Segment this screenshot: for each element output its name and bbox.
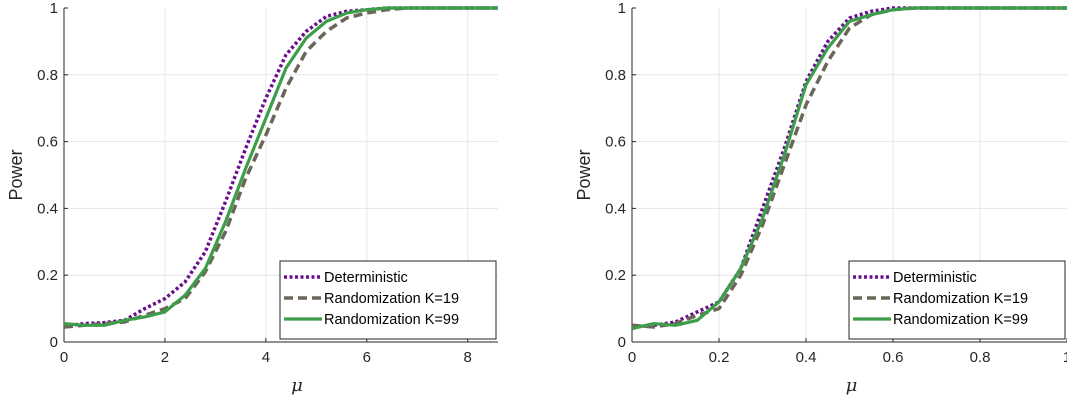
x-axis-label: μ bbox=[846, 375, 858, 396]
y-tick-label: 1 bbox=[618, 0, 626, 17]
x-tick-label: 6 bbox=[363, 349, 371, 366]
legend-entry-label: Randomization K=19 bbox=[893, 291, 1028, 307]
legend-entry-label: Randomization K=99 bbox=[324, 312, 459, 328]
y-tick-label: 0.4 bbox=[37, 200, 58, 217]
x-tick-label: 0 bbox=[628, 349, 636, 366]
right-power-plot: 0 0.2 0.4 0.6 0.8 1 0 0.2 0.4 0.6 0.8 1 μ Power Determ… bbox=[574, 0, 1067, 396]
y-tick-label: 0.8 bbox=[37, 67, 58, 84]
legend-entry-label: Randomization K=19 bbox=[324, 291, 459, 307]
left-power-plot: 0 2 4 6 8 0 0.2 0.4 0.6 0.8 1 μ Power Deterministic Ra… bbox=[6, 0, 498, 396]
x-tick-label: 0 bbox=[60, 349, 68, 366]
y-tick-label: 0 bbox=[618, 334, 626, 351]
y-tick-label: 0.4 bbox=[605, 200, 626, 217]
legend-box bbox=[848, 260, 1066, 340]
y-tick-label: 0 bbox=[50, 334, 58, 351]
x-axis-label: μ bbox=[291, 375, 303, 396]
x-tick-label: 2 bbox=[161, 349, 169, 366]
series-line-k99 bbox=[64, 6, 498, 327]
x-tick-label: 0.6 bbox=[883, 349, 904, 366]
x-tick-label: 0.8 bbox=[970, 349, 991, 366]
x-tick-label: 0.2 bbox=[709, 349, 730, 366]
y-axis-label: Power bbox=[574, 149, 594, 200]
legend-box bbox=[279, 260, 497, 340]
y-tick-label: 0.8 bbox=[605, 67, 626, 84]
y-tick-label: 1 bbox=[50, 0, 58, 17]
series-line-k99 bbox=[632, 6, 1067, 331]
x-tick-label: 1 bbox=[1063, 349, 1067, 366]
x-tick-label: 8 bbox=[464, 349, 472, 366]
x-tick-label: 0.4 bbox=[796, 349, 817, 366]
legend-entry-label: Randomization K=99 bbox=[893, 312, 1028, 328]
legend: Deterministic Randomization K=19 Randomiza… bbox=[279, 260, 497, 340]
y-tick-label: 0.2 bbox=[37, 267, 58, 284]
legend: Deterministic Randomization K=19 Randomiza… bbox=[848, 260, 1066, 340]
y-tick-label: 0.6 bbox=[605, 134, 626, 151]
legend-entry-label: Deterministic bbox=[324, 270, 408, 286]
x-tick-label: 4 bbox=[262, 349, 270, 366]
series-line-deterministic bbox=[632, 6, 1067, 329]
y-axis-label: Power bbox=[6, 149, 26, 200]
y-tick-label: 0.6 bbox=[37, 134, 58, 151]
y-tick-label: 0.2 bbox=[605, 267, 626, 284]
legend-entry-label: Deterministic bbox=[893, 270, 977, 286]
